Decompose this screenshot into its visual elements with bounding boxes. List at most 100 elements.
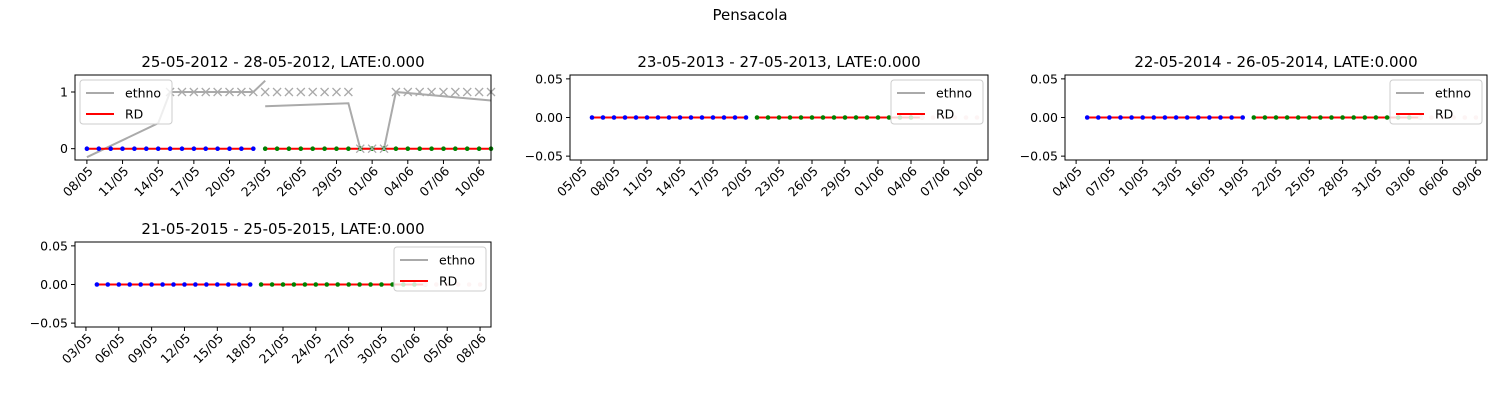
pre-period-point [1218, 115, 1223, 120]
y-tick-label: −0.05 [1020, 149, 1058, 164]
ethno-cross-point [332, 87, 341, 97]
y-tick-label: 0.05 [535, 71, 563, 86]
pre-period-point [688, 115, 694, 120]
ethno-cross-point [248, 87, 258, 97]
x-tick-label: 01/06 [345, 163, 381, 199]
pre-period-point [677, 115, 683, 120]
legend: ethno RD [890, 79, 984, 125]
post-period-point [310, 146, 316, 151]
post-period-point [864, 115, 870, 120]
pre-period-point [191, 146, 197, 151]
x-tick-label: 29/05 [309, 163, 345, 199]
post-period-point [1284, 115, 1290, 120]
post-period-point [886, 115, 892, 120]
y-tick-label: 0.00 [1030, 110, 1058, 125]
post-period-point [787, 115, 793, 120]
pre-period-point [699, 115, 705, 120]
pre-period-point [1129, 115, 1134, 120]
ethno-cross-point [236, 87, 246, 97]
x-tick-label: 12/05 [157, 330, 193, 366]
ethno-cross-point [355, 144, 365, 154]
pre-period-point [105, 282, 111, 287]
post-period-point [324, 282, 330, 287]
post-period-point [405, 146, 411, 151]
pre-period-point [226, 282, 231, 287]
ethno-cross-point [320, 87, 330, 97]
x-tick-label: 04/05 [1049, 163, 1085, 199]
plot-area [84, 79, 496, 159]
legend-label: ethno [439, 253, 475, 268]
post-period-point [842, 115, 848, 120]
post-period-point [476, 146, 482, 151]
x-tick-label: 21/05 [256, 330, 292, 366]
x-tick-label: 08/06 [453, 330, 489, 366]
ethno-cross-point [308, 87, 318, 97]
x-tick-label: 06/06 [1415, 163, 1451, 199]
x-tick-label: 08/05 [587, 163, 623, 199]
x-tick-label: 11/05 [620, 163, 656, 199]
y-tick-label: 0 [60, 141, 68, 156]
pre-period-point [120, 146, 125, 151]
figure-suptitle: Pensacola [712, 6, 787, 24]
pre-period-point [589, 115, 595, 120]
pre-period-point [622, 115, 628, 120]
post-period-point [286, 146, 292, 151]
pre-period-point [160, 282, 165, 287]
post-period-point [1373, 115, 1379, 120]
pre-period-point [155, 146, 161, 151]
y-tick-label: 1 [60, 85, 68, 100]
x-tick-label: 30/05 [354, 330, 390, 366]
pre-period-point [611, 115, 617, 120]
pre-period-point [1151, 115, 1157, 120]
pre-period-point [1084, 115, 1090, 120]
ethno-cross-point [343, 87, 353, 97]
subplot-title: 23-05-2013 - 27-05-2013, LATE:0.000 [637, 53, 920, 71]
post-period-point [453, 146, 458, 151]
post-period-point [280, 282, 286, 287]
x-tick-label: 26/05 [274, 163, 310, 199]
post-period-point [1262, 115, 1268, 120]
post-period-point [441, 146, 446, 151]
pre-period-point [1229, 115, 1234, 120]
pre-period-point [144, 146, 149, 151]
pre-period-point [1196, 115, 1201, 120]
pre-period-point [171, 282, 176, 287]
pre-period-point [1207, 115, 1212, 120]
ethno-cross-point [474, 87, 484, 97]
legend: ethno RD [79, 79, 173, 125]
post-period-point [809, 115, 815, 120]
post-period-point [875, 115, 881, 120]
post-period-point [1318, 115, 1323, 120]
ethno-cross-point [284, 87, 294, 97]
pre-period-point [247, 282, 253, 287]
post-period-point [258, 282, 264, 287]
post-period-point [1351, 115, 1356, 120]
pre-period-point [655, 115, 661, 120]
x-tick-label: 09/05 [124, 330, 160, 366]
x-tick-label: 02/06 [387, 330, 423, 366]
ethno-cross-point [367, 144, 377, 154]
subplots: 25-05-2012 - 28-05-2012, LATE:0.000 0 1 08/… [30, 53, 1488, 366]
ethno-cross-point [213, 87, 223, 97]
pre-period-point [1140, 115, 1145, 120]
post-period-point [820, 115, 826, 120]
pre-period-point [149, 282, 154, 287]
pre-period-point [1162, 115, 1168, 120]
x-tick-label: 05/06 [420, 330, 456, 366]
post-period-point [831, 115, 837, 120]
x-tick-label: 23/05 [238, 163, 274, 199]
pre-period-point [1184, 115, 1190, 120]
post-period-point [368, 282, 373, 287]
post-period-point [1329, 115, 1334, 120]
ethno-cross-point [201, 87, 211, 97]
ethno-cross-point [462, 87, 472, 97]
pre-period-point [732, 115, 738, 120]
post-period-point [291, 282, 297, 287]
x-tick-label: 19/05 [1216, 163, 1252, 199]
pre-period-point [666, 115, 672, 120]
post-period-point [393, 146, 399, 151]
pre-period-point [600, 115, 606, 120]
pre-period-point [236, 282, 242, 287]
post-period-point [334, 146, 339, 151]
ethno-cross-point [427, 87, 437, 97]
